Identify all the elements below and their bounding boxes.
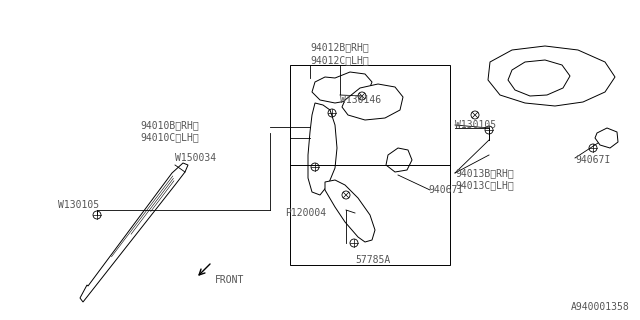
Text: 94067I: 94067I: [428, 185, 463, 195]
Text: FRONT: FRONT: [215, 275, 244, 285]
Text: W130105: W130105: [58, 200, 99, 210]
Polygon shape: [386, 148, 412, 172]
Text: W130146: W130146: [340, 95, 381, 105]
Text: W150034: W150034: [175, 153, 216, 163]
Polygon shape: [508, 60, 570, 96]
Text: 94013C〈LH〉: 94013C〈LH〉: [455, 180, 514, 190]
Text: 94010C〈LH〉: 94010C〈LH〉: [140, 132, 199, 142]
Polygon shape: [595, 128, 618, 148]
Text: 94067I: 94067I: [575, 155, 611, 165]
Text: W130105: W130105: [455, 120, 496, 130]
Bar: [290, 65, 450, 265]
Polygon shape: [325, 180, 375, 242]
Text: 57785A: 57785A: [355, 255, 390, 265]
Polygon shape: [342, 84, 403, 120]
Text: 94012B〈RH〉: 94012B〈RH〉: [310, 42, 369, 52]
Text: 94010B〈RH〉: 94010B〈RH〉: [140, 120, 199, 130]
Polygon shape: [80, 163, 188, 302]
Text: 94013B〈RH〉: 94013B〈RH〉: [455, 168, 514, 178]
Text: 94012C〈LH〉: 94012C〈LH〉: [310, 55, 369, 65]
Polygon shape: [308, 103, 337, 195]
Polygon shape: [312, 72, 372, 103]
Polygon shape: [488, 46, 615, 106]
Text: A940001358: A940001358: [572, 302, 630, 312]
Text: P120004: P120004: [285, 208, 326, 218]
